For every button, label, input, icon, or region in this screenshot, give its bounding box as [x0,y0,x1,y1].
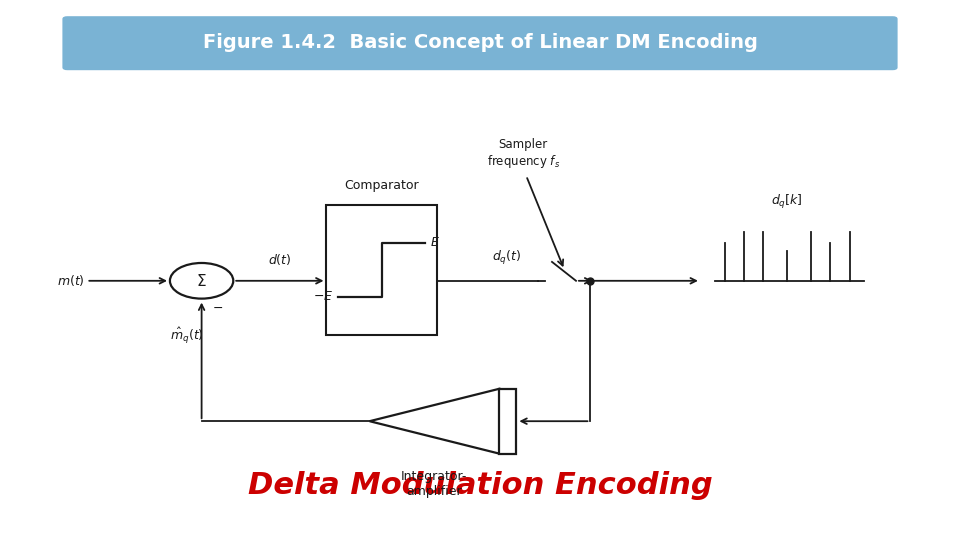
Text: $-E$: $-E$ [313,291,334,303]
Text: $d_q(t)$: $d_q(t)$ [492,249,521,267]
Polygon shape [370,389,499,454]
Text: $d(t)$: $d(t)$ [268,252,292,267]
Bar [499,389,516,454]
Text: Comparator: Comparator [345,179,419,192]
Text: Sampler
frequency $f_s$: Sampler frequency $f_s$ [487,138,560,170]
Text: $E$: $E$ [430,237,440,249]
Text: $-$: $-$ [212,301,223,314]
Bar [326,205,437,335]
Text: $\hat{m}_q(t)$: $\hat{m}_q(t)$ [170,326,204,346]
Text: $m(t)$: $m(t)$ [57,273,84,288]
Text: $\Sigma$: $\Sigma$ [196,273,207,289]
FancyBboxPatch shape [62,16,898,70]
Text: Integrator-
amplifier: Integrator- amplifier [401,470,468,498]
Text: $d_q[k]$: $d_q[k]$ [771,193,804,211]
Text: Figure 1.4.2  Basic Concept of Linear DM Encoding: Figure 1.4.2 Basic Concept of Linear DM … [203,32,757,52]
Text: Delta Modulation Encoding: Delta Modulation Encoding [248,471,712,501]
